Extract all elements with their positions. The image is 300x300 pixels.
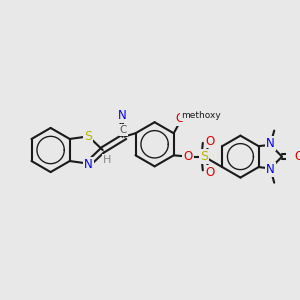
Text: H: H xyxy=(103,155,112,165)
Text: N: N xyxy=(266,137,275,150)
Text: O: O xyxy=(206,134,215,148)
Text: O: O xyxy=(183,150,193,163)
Text: N: N xyxy=(266,163,275,176)
Text: N: N xyxy=(84,158,93,171)
Text: C: C xyxy=(119,125,127,135)
Text: N: N xyxy=(118,109,127,122)
Text: O: O xyxy=(206,166,215,179)
Text: O: O xyxy=(176,112,185,125)
Text: S: S xyxy=(200,150,208,163)
Text: O: O xyxy=(294,150,300,163)
Text: methoxy: methoxy xyxy=(181,111,221,120)
Text: S: S xyxy=(84,130,92,143)
